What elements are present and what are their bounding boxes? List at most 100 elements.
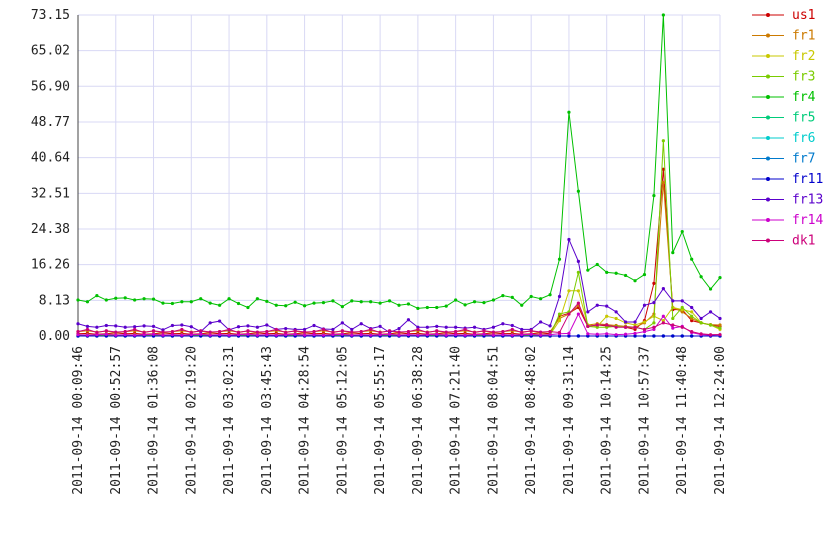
data-point bbox=[633, 334, 637, 338]
data-point bbox=[170, 330, 175, 334]
data-point bbox=[557, 330, 562, 335]
data-point bbox=[95, 325, 99, 329]
data-point bbox=[567, 110, 571, 114]
data-point bbox=[444, 330, 448, 334]
legend-label: fr11 bbox=[792, 172, 823, 187]
data-point bbox=[302, 327, 307, 332]
data-point bbox=[633, 331, 637, 335]
data-point bbox=[472, 333, 477, 337]
data-point bbox=[652, 321, 656, 325]
data-point bbox=[623, 320, 628, 324]
data-point bbox=[642, 334, 647, 338]
legend-marker bbox=[766, 74, 770, 79]
legend-label: fr4 bbox=[792, 90, 816, 105]
data-point bbox=[284, 326, 288, 331]
data-point bbox=[199, 332, 203, 336]
data-point bbox=[652, 301, 656, 305]
data-point bbox=[463, 303, 467, 307]
data-point bbox=[661, 321, 665, 325]
data-point bbox=[350, 330, 354, 334]
data-point bbox=[671, 251, 675, 255]
data-point bbox=[454, 325, 458, 329]
data-point bbox=[539, 297, 543, 301]
data-point bbox=[416, 327, 420, 332]
data-point bbox=[435, 305, 439, 310]
legend-label: fr14 bbox=[792, 213, 823, 228]
data-point bbox=[472, 325, 477, 329]
x-tick-label: 2011-09-14 09:31:14 bbox=[562, 346, 577, 495]
data-point bbox=[246, 305, 250, 310]
data-point bbox=[501, 330, 505, 334]
data-point bbox=[435, 324, 439, 328]
data-point bbox=[708, 333, 713, 337]
data-point bbox=[208, 321, 212, 325]
data-point bbox=[661, 334, 665, 338]
data-point bbox=[274, 333, 278, 337]
data-point bbox=[123, 330, 127, 334]
data-point bbox=[444, 333, 448, 337]
data-point bbox=[170, 301, 175, 306]
y-tick-label: 65.02 bbox=[31, 44, 70, 59]
data-point bbox=[661, 167, 665, 171]
legend-marker bbox=[766, 156, 770, 161]
data-point bbox=[671, 299, 675, 303]
legend-marker bbox=[766, 238, 770, 243]
data-point bbox=[369, 300, 373, 304]
data-point bbox=[340, 329, 344, 333]
data-point bbox=[293, 329, 297, 333]
data-point bbox=[708, 323, 713, 327]
legend-marker bbox=[766, 218, 770, 222]
legend-label: dk1 bbox=[792, 234, 815, 249]
data-point bbox=[671, 323, 675, 327]
data-point bbox=[576, 334, 580, 338]
data-point bbox=[151, 332, 156, 336]
data-point bbox=[586, 332, 590, 336]
y-tick-label: 48.77 bbox=[31, 115, 70, 130]
data-point bbox=[510, 327, 514, 332]
data-point bbox=[661, 287, 665, 291]
data-point bbox=[284, 304, 288, 308]
x-tick-label: 2011-09-14 05:55:17 bbox=[373, 346, 388, 495]
data-point bbox=[708, 287, 713, 291]
data-point bbox=[416, 325, 420, 329]
data-point bbox=[576, 259, 580, 263]
data-point bbox=[454, 298, 458, 302]
data-point bbox=[293, 300, 297, 304]
x-tick-label: 2011-09-14 00:52:57 bbox=[109, 346, 124, 495]
data-point bbox=[76, 330, 80, 334]
data-point bbox=[605, 304, 609, 308]
data-point bbox=[680, 299, 684, 303]
data-point bbox=[614, 271, 618, 275]
data-point bbox=[548, 324, 552, 328]
data-point bbox=[472, 330, 477, 335]
data-point bbox=[104, 298, 108, 302]
x-tick-label: 2011-09-14 08:48:02 bbox=[524, 346, 539, 495]
data-point bbox=[633, 320, 637, 324]
data-point bbox=[642, 327, 647, 332]
data-point bbox=[633, 323, 637, 327]
data-point bbox=[567, 312, 571, 316]
data-point bbox=[642, 320, 647, 324]
data-point bbox=[652, 325, 656, 329]
data-point bbox=[557, 319, 562, 323]
data-point bbox=[652, 327, 656, 332]
data-point bbox=[302, 304, 307, 308]
data-point bbox=[142, 324, 146, 328]
x-tick-label: 2011-09-14 07:21:40 bbox=[449, 346, 464, 495]
data-point bbox=[246, 329, 250, 333]
data-point bbox=[680, 334, 684, 338]
x-tick-label: 2011-09-14 01:36:08 bbox=[147, 346, 162, 495]
data-point bbox=[133, 298, 137, 302]
y-tick-label: 56.90 bbox=[31, 79, 70, 94]
y-tick-label: 16.26 bbox=[31, 258, 70, 273]
data-point bbox=[95, 333, 99, 337]
data-point bbox=[180, 333, 184, 337]
data-point bbox=[605, 270, 609, 274]
x-tick-label: 2011-09-14 10:57:37 bbox=[637, 346, 652, 495]
y-tick-label: 32.51 bbox=[31, 186, 70, 201]
data-point bbox=[104, 323, 108, 328]
data-point bbox=[369, 327, 373, 332]
data-point bbox=[189, 330, 193, 335]
x-tick-label: 2011-09-14 06:38:28 bbox=[411, 346, 426, 495]
data-point bbox=[576, 301, 580, 305]
